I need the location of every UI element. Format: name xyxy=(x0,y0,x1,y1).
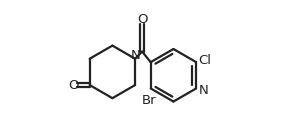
Text: O: O xyxy=(137,13,147,26)
Text: N: N xyxy=(131,48,140,62)
Text: Cl: Cl xyxy=(199,54,212,67)
Text: O: O xyxy=(68,79,78,92)
Text: N: N xyxy=(199,84,209,97)
Text: Br: Br xyxy=(142,94,156,106)
